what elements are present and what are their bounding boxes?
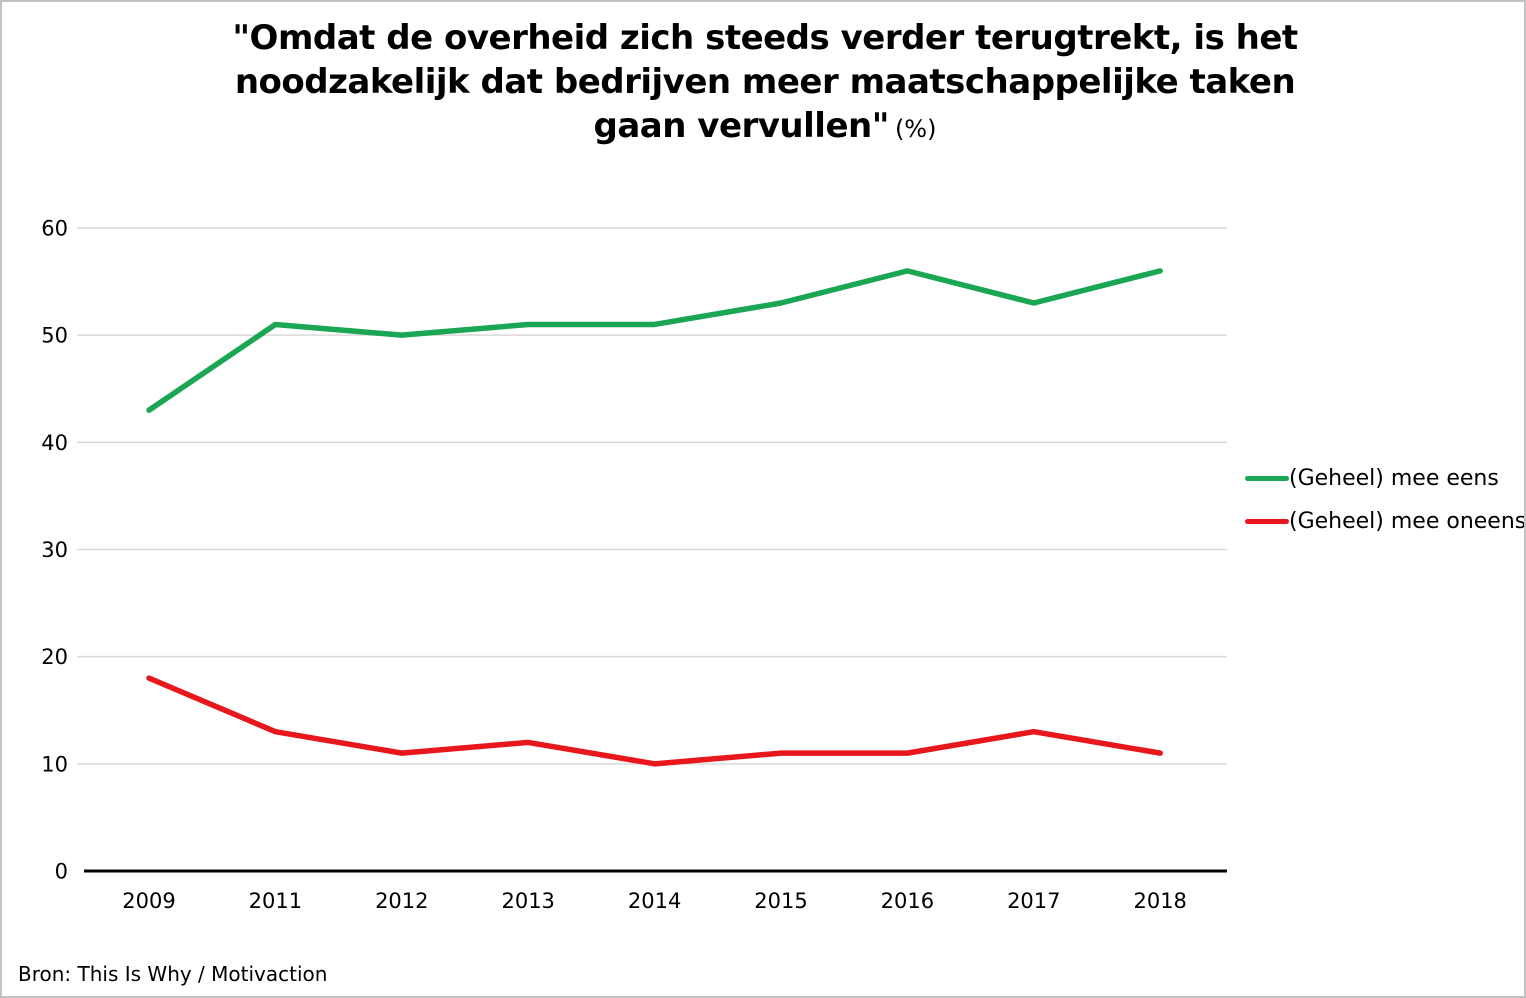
y-tick-label-20: 20 [41, 645, 68, 669]
y-tick-label-30: 30 [41, 538, 68, 562]
y-tick-label-60: 60 [41, 217, 68, 241]
x-tick-label-2015: 2015 [754, 889, 807, 913]
title-line-3-text: gaan vervullen" [593, 106, 890, 146]
y-tick-label-10: 10 [41, 752, 68, 776]
title-percent-suffix: (%) [894, 115, 937, 143]
legend-label-mee-oneens: (Geheel) mee oneens [1289, 508, 1526, 534]
legend-label-mee-eens: (Geheel) mee eens [1289, 465, 1499, 491]
title-line-2: noodzakelijk dat bedrijven meer maatscha… [234, 62, 1296, 102]
title-line-1: "Omdat de overheid zich steeds verder te… [232, 18, 1298, 58]
legend-swatch-green-line [1245, 475, 1289, 481]
x-tick-label-2012: 2012 [375, 889, 428, 913]
source-caption: Bron: This Is Why / Motivaction [18, 962, 328, 986]
x-tick-label-2011: 2011 [249, 889, 302, 913]
x-tick-label-2009: 2009 [122, 889, 175, 913]
legend-swatch-red-line [1245, 518, 1289, 524]
series-line-1 [146, 675, 1163, 767]
legend: (Geheel) mee eens (Geheel) mee oneens [1245, 465, 1526, 551]
x-tick-label-2013: 2013 [501, 889, 554, 913]
y-tick-label-50: 50 [41, 324, 68, 348]
y-tick-label-40: 40 [41, 431, 68, 455]
chart-title: "Omdat de overheid zich steeds verder te… [2, 16, 1524, 151]
y-tick-label-0: 0 [55, 860, 68, 884]
x-tick-label-2018: 2018 [1133, 889, 1186, 913]
x-tick-label-2014: 2014 [628, 889, 681, 913]
x-tick-label-2016: 2016 [881, 889, 934, 913]
title-line-3: gaan vervullen" (%) [2, 104, 1524, 151]
legend-item-mee-oneens: (Geheel) mee oneens [1245, 508, 1526, 534]
x-tick-label-2017: 2017 [1007, 889, 1060, 913]
series-line-0 [146, 268, 1163, 413]
legend-item-mee-eens: (Geheel) mee eens [1245, 465, 1524, 491]
